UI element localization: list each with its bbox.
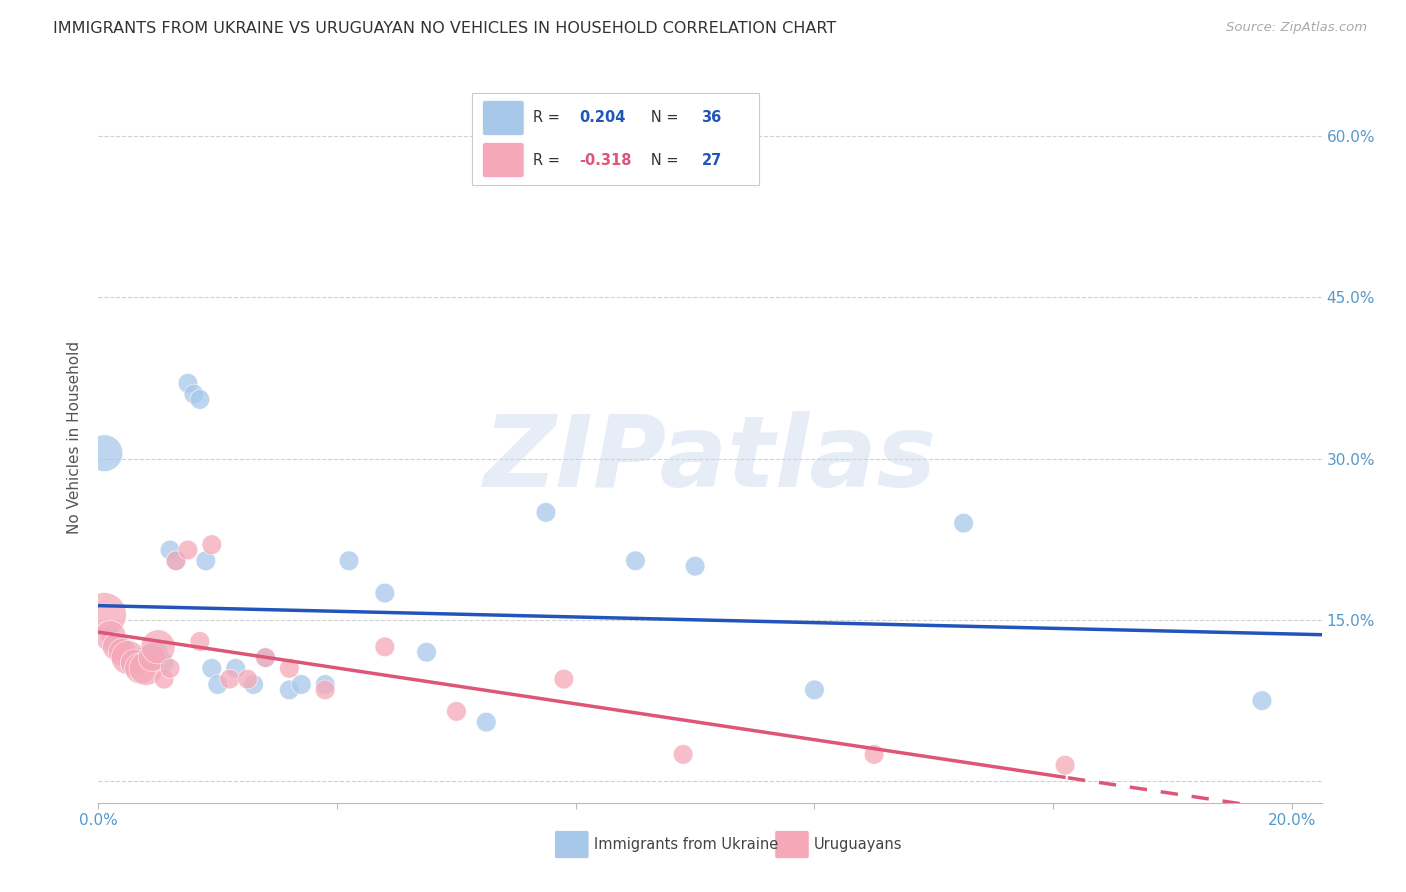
Point: [1251, 693, 1274, 707]
Point: [952, 516, 974, 530]
Point: [117, 650, 139, 665]
Text: -0.318: -0.318: [579, 153, 631, 168]
Point: [117, 650, 139, 665]
Point: [165, 554, 187, 568]
Point: [337, 554, 360, 568]
Point: [141, 645, 163, 659]
Point: [146, 640, 169, 654]
Text: Source: ZipAtlas.com: Source: ZipAtlas.com: [1226, 21, 1367, 34]
Text: 27: 27: [702, 153, 721, 168]
Y-axis label: No Vehicles in Household: No Vehicles in Household: [67, 341, 83, 533]
Text: R =: R =: [533, 153, 564, 168]
Point: [98, 629, 121, 643]
Point: [122, 656, 145, 670]
Point: [135, 650, 157, 665]
Text: R =: R =: [533, 111, 564, 126]
Point: [177, 543, 200, 558]
Point: [374, 586, 396, 600]
Text: 0.204: 0.204: [579, 111, 626, 126]
Point: [93, 607, 115, 622]
Point: [105, 640, 128, 654]
Point: [446, 705, 468, 719]
Point: [98, 629, 121, 643]
Point: [314, 682, 336, 697]
Point: [278, 682, 301, 697]
FancyBboxPatch shape: [482, 101, 524, 136]
Text: 36: 36: [702, 111, 721, 126]
Point: [290, 677, 312, 691]
FancyBboxPatch shape: [482, 143, 524, 178]
Point: [135, 661, 157, 675]
Point: [1054, 758, 1077, 772]
Point: [177, 376, 200, 391]
FancyBboxPatch shape: [555, 830, 589, 858]
Point: [183, 387, 205, 401]
Point: [201, 661, 224, 675]
Point: [165, 554, 187, 568]
Point: [314, 677, 336, 691]
Point: [129, 650, 152, 665]
Point: [194, 554, 217, 568]
Text: ZIPatlas: ZIPatlas: [484, 410, 936, 508]
Point: [374, 640, 396, 654]
Point: [159, 661, 181, 675]
Point: [672, 747, 695, 762]
FancyBboxPatch shape: [775, 830, 808, 858]
Point: [415, 645, 437, 659]
Point: [534, 505, 557, 519]
Text: IMMIGRANTS FROM UKRAINE VS URUGUAYAN NO VEHICLES IN HOUSEHOLD CORRELATION CHART: IMMIGRANTS FROM UKRAINE VS URUGUAYAN NO …: [53, 21, 837, 36]
Point: [153, 656, 176, 670]
Point: [254, 650, 277, 665]
Point: [111, 640, 134, 654]
Point: [188, 634, 211, 648]
Point: [242, 677, 264, 691]
Point: [683, 559, 706, 574]
Point: [225, 661, 247, 675]
Point: [93, 446, 115, 460]
Point: [105, 640, 128, 654]
Point: [236, 672, 259, 686]
Point: [188, 392, 211, 407]
Point: [254, 650, 277, 665]
Point: [624, 554, 647, 568]
Point: [278, 661, 301, 675]
Point: [207, 677, 229, 691]
FancyBboxPatch shape: [471, 94, 759, 185]
Point: [475, 715, 498, 730]
Point: [218, 672, 240, 686]
Point: [122, 650, 145, 665]
Text: Uruguayans: Uruguayans: [814, 837, 903, 852]
Text: Immigrants from Ukraine: Immigrants from Ukraine: [593, 837, 778, 852]
Point: [159, 543, 181, 558]
Point: [146, 645, 169, 659]
Point: [201, 538, 224, 552]
Text: N =: N =: [637, 111, 683, 126]
Point: [153, 672, 176, 686]
Point: [803, 682, 825, 697]
Text: N =: N =: [637, 153, 683, 168]
Point: [141, 650, 163, 665]
Point: [863, 747, 886, 762]
Point: [111, 645, 134, 659]
Point: [129, 650, 152, 665]
Point: [553, 672, 575, 686]
Point: [129, 661, 152, 675]
